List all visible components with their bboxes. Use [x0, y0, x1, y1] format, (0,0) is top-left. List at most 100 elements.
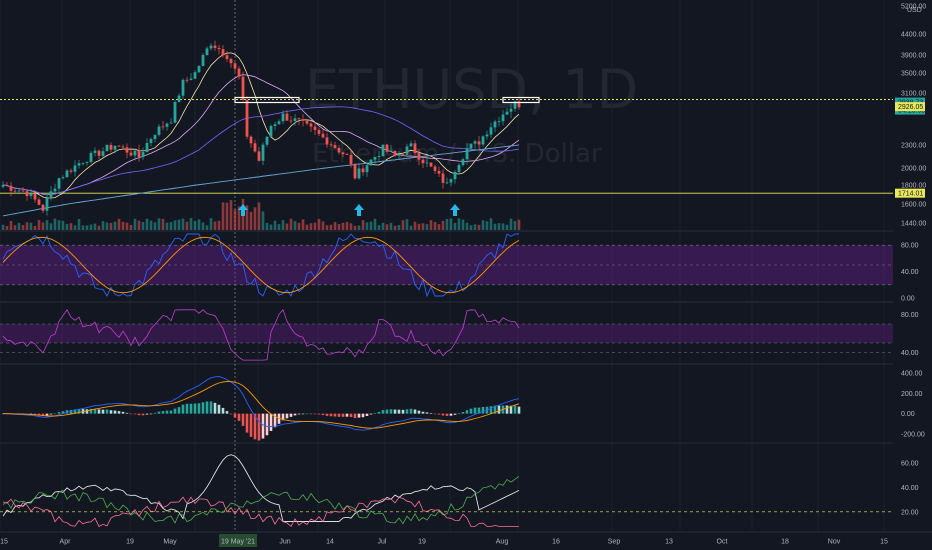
candle[interactable]	[397, 154, 401, 156]
stoch-d-line[interactable]	[2, 236, 520, 294]
candle[interactable]	[509, 108, 513, 112]
candle[interactable]	[145, 143, 149, 153]
up-arrow-marker[interactable]	[450, 204, 460, 216]
candle[interactable]	[9, 185, 13, 191]
stoch-rsi-panel[interactable]	[0, 233, 893, 298]
candle[interactable]	[501, 114, 505, 122]
candle[interactable]	[117, 145, 121, 147]
candle[interactable]	[13, 190, 17, 192]
candle[interactable]	[253, 143, 257, 152]
resistance-box[interactable]	[234, 96, 300, 104]
candle[interactable]	[425, 162, 429, 164]
candle[interactable]	[193, 72, 197, 79]
candle[interactable]	[213, 45, 217, 48]
candle[interactable]	[345, 154, 349, 155]
candle[interactable]	[409, 143, 413, 147]
candle[interactable]	[273, 124, 277, 127]
candle[interactable]	[461, 159, 465, 165]
candle[interactable]	[429, 162, 433, 167]
candle[interactable]	[449, 179, 453, 183]
candle[interactable]	[217, 47, 221, 50]
candle[interactable]	[149, 139, 153, 144]
dmi-panel[interactable]	[0, 454, 893, 528]
rsi-panel[interactable]	[0, 309, 893, 361]
stoch-k-line[interactable]	[2, 233, 519, 298]
candle[interactable]	[321, 133, 325, 138]
up-arrow-marker[interactable]	[238, 204, 248, 216]
candle[interactable]	[489, 127, 493, 135]
resistance-box[interactable]	[502, 96, 540, 104]
candle[interactable]	[97, 150, 101, 156]
candle[interactable]	[209, 45, 213, 49]
adx-line[interactable]	[2, 454, 520, 522]
candle[interactable]	[265, 136, 269, 145]
candle[interactable]	[205, 48, 209, 56]
candle[interactable]	[197, 65, 201, 73]
candle[interactable]	[405, 146, 409, 155]
candle[interactable]	[289, 120, 293, 122]
candle[interactable]	[385, 144, 389, 152]
candle[interactable]	[505, 111, 509, 115]
candle[interactable]	[293, 118, 297, 122]
minus-di-line[interactable]	[2, 496, 519, 528]
rsi-line[interactable]	[2, 309, 520, 361]
candle[interactable]	[141, 152, 145, 157]
candle[interactable]	[481, 136, 485, 145]
candle[interactable]	[181, 79, 185, 96]
candle[interactable]	[61, 177, 65, 179]
candle[interactable]	[393, 150, 397, 156]
candle[interactable]	[497, 121, 501, 123]
candle[interactable]	[77, 163, 81, 166]
candle[interactable]	[241, 76, 245, 101]
candle[interactable]	[517, 101, 521, 108]
macd-signal-line[interactable]	[2, 381, 520, 429]
candle[interactable]	[53, 188, 57, 192]
candle[interactable]	[177, 95, 181, 102]
candle[interactable]	[417, 153, 421, 160]
plus-di-line[interactable]	[2, 476, 520, 525]
price-panel[interactable]	[0, 0, 893, 532]
candle[interactable]	[105, 144, 109, 152]
candle[interactable]	[57, 178, 61, 189]
candle[interactable]	[17, 190, 21, 192]
macd-panel[interactable]	[1, 376, 521, 441]
candle[interactable]	[153, 134, 157, 140]
candle[interactable]	[465, 148, 469, 160]
candle[interactable]	[21, 190, 25, 192]
candle[interactable]	[221, 49, 225, 56]
candle[interactable]	[453, 171, 457, 180]
candle[interactable]	[441, 173, 445, 183]
candle[interactable]	[229, 58, 233, 64]
candle[interactable]	[329, 144, 333, 146]
candle[interactable]	[369, 159, 373, 166]
candle[interactable]	[129, 152, 133, 156]
candle[interactable]	[137, 150, 141, 157]
candle[interactable]	[357, 168, 361, 179]
candle[interactable]	[65, 170, 69, 178]
candle[interactable]	[121, 146, 125, 148]
candle[interactable]	[337, 147, 341, 153]
candle[interactable]	[29, 193, 33, 197]
candle[interactable]	[353, 164, 357, 179]
candle[interactable]	[89, 152, 93, 163]
candle[interactable]	[477, 141, 481, 145]
candle[interactable]	[101, 151, 105, 156]
candle[interactable]	[109, 144, 113, 150]
candle[interactable]	[161, 126, 165, 128]
candle[interactable]	[237, 68, 241, 77]
candle[interactable]	[333, 145, 337, 148]
candle[interactable]	[313, 126, 317, 130]
candle[interactable]	[445, 182, 449, 184]
candle[interactable]	[341, 152, 345, 155]
time-axis[interactable]: 15 Apr 19 May 19 May '21 Jun 14 Jul 19 Aug 16 Sep 13…	[0, 531, 932, 547]
candle[interactable]	[81, 162, 85, 164]
candle[interactable]	[25, 191, 29, 197]
candle[interactable]	[281, 113, 285, 122]
candle[interactable]	[473, 141, 477, 144]
candle[interactable]	[49, 191, 53, 199]
candle[interactable]	[365, 165, 369, 173]
candle[interactable]	[33, 193, 37, 200]
candle[interactable]	[113, 145, 117, 150]
candle[interactable]	[157, 126, 161, 135]
